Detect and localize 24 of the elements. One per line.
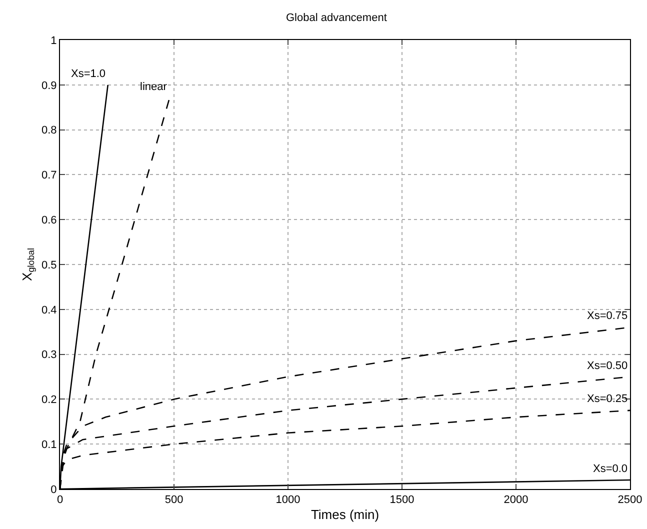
x-tick-label: 1500: [390, 494, 414, 506]
y-tick-label: 0.9: [42, 80, 57, 92]
series-label: Xs=0.25: [587, 393, 628, 405]
y-tick-label: 0.7: [42, 170, 57, 182]
y-tick-label: 0.2: [42, 394, 57, 406]
x-axis-title: Times (min): [310, 506, 380, 522]
x-tick-label: 2500: [618, 494, 642, 506]
y-tick-label: 0.5: [42, 259, 57, 272]
chart-title: Global advancement: [286, 12, 387, 24]
series-label: Xs=0.0: [593, 463, 628, 475]
y-tick-label: 0: [50, 484, 57, 496]
x-tick-label: 2000: [504, 494, 528, 506]
y-tick-label: 0.3: [42, 349, 57, 362]
y-tick-label: 0.8: [42, 124, 57, 137]
y-tick-label: 0.4: [42, 304, 57, 316]
x-tick-label: 500: [164, 494, 184, 506]
series-label: Xs=0.50: [587, 360, 628, 372]
y-tick-label: 1: [50, 34, 57, 47]
y-tick-label: 0.1: [42, 438, 57, 451]
series-label: Xs=1.0: [71, 68, 106, 80]
series-label: Xs=0.75: [587, 310, 628, 322]
x-tick-label: 1000: [276, 494, 300, 506]
series-label: linear: [140, 81, 168, 93]
y-tick-label: 0.6: [42, 214, 57, 226]
